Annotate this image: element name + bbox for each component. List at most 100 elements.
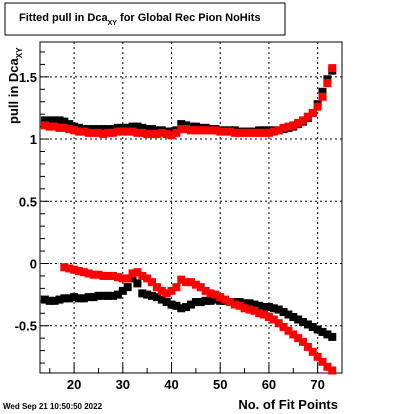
data-point — [323, 79, 332, 88]
data-point — [74, 127, 83, 136]
data-point — [177, 304, 186, 313]
data-point — [274, 305, 283, 314]
x-tick-label: 40 — [164, 377, 178, 392]
y-tick-label: 0 — [30, 256, 37, 271]
data-point — [40, 116, 49, 125]
data-point — [55, 295, 64, 304]
data-point — [123, 127, 132, 136]
data-point — [109, 128, 118, 137]
y-tick-labels: -0.5 0 0.5 1 1.5 — [15, 70, 37, 334]
data-point — [94, 128, 103, 137]
x-tick-labels: 20 30 40 50 60 70 — [67, 377, 325, 392]
data-point — [133, 128, 142, 137]
data-point — [201, 286, 210, 295]
plot-frame — [39, 41, 343, 374]
data-point — [308, 347, 317, 356]
data-point — [328, 366, 337, 375]
data-point — [60, 263, 69, 272]
x-axis-label: No. of Fit Points — [238, 397, 338, 412]
data-point — [260, 128, 269, 137]
data-point — [313, 352, 322, 361]
series-3 — [60, 263, 337, 375]
data-point — [303, 320, 312, 329]
data-point — [269, 315, 278, 324]
data-point — [55, 116, 64, 125]
y-tick-label: 0.5 — [19, 194, 37, 209]
data-point — [245, 305, 254, 314]
data-point — [45, 116, 54, 125]
data-point — [74, 266, 83, 275]
data-point — [274, 126, 283, 135]
data-point — [284, 326, 293, 335]
data-point — [279, 123, 288, 132]
data-point — [255, 301, 264, 310]
data-point — [118, 127, 127, 136]
timestamp-label: Wed Sep 21 10:50:50 2022 — [3, 402, 103, 411]
data-point — [264, 303, 273, 312]
data-point — [99, 125, 108, 134]
data-point — [260, 310, 269, 319]
data-point — [187, 278, 195, 287]
data-point — [143, 130, 152, 139]
data-point — [240, 128, 249, 137]
data-point — [177, 275, 186, 284]
data-point — [152, 293, 161, 302]
data-points — [40, 64, 337, 375]
data-point — [70, 293, 79, 302]
data-point — [109, 271, 118, 280]
data-point — [211, 290, 220, 299]
data-point — [113, 127, 122, 136]
data-point — [269, 127, 278, 136]
data-point — [323, 330, 332, 339]
title-frame — [4, 2, 286, 36]
data-point — [128, 122, 137, 131]
data-point — [148, 130, 157, 139]
data-point — [123, 274, 132, 283]
data-point — [65, 125, 74, 134]
data-point — [211, 126, 220, 135]
data-point — [70, 265, 79, 274]
data-point — [225, 298, 234, 307]
data-point — [318, 357, 327, 366]
data-point — [303, 342, 312, 351]
data-point — [308, 108, 317, 117]
data-point — [264, 128, 273, 137]
data-point — [182, 278, 191, 287]
data-point — [55, 123, 64, 132]
data-point — [162, 298, 171, 307]
data-point — [172, 301, 181, 310]
data-point — [250, 300, 259, 309]
data-point — [79, 127, 88, 136]
data-point — [79, 294, 88, 303]
data-point — [299, 317, 308, 326]
data-point — [162, 130, 171, 139]
x-tick-label: 60 — [262, 377, 276, 392]
data-point — [196, 283, 205, 292]
data-point — [138, 128, 147, 137]
data-point — [79, 268, 88, 277]
data-point — [225, 127, 234, 136]
data-point — [172, 128, 181, 137]
data-point — [313, 325, 322, 334]
data-point — [40, 121, 49, 130]
data-point — [84, 128, 93, 137]
data-point — [196, 298, 205, 307]
data-point — [187, 126, 195, 135]
data-point — [128, 269, 137, 278]
data-point — [89, 270, 98, 279]
data-point — [60, 294, 69, 303]
data-point — [65, 120, 74, 129]
data-point — [299, 116, 308, 125]
data-point — [206, 126, 215, 135]
data-point — [148, 291, 157, 300]
data-point — [235, 301, 244, 310]
data-point — [104, 271, 113, 280]
data-point — [318, 92, 327, 101]
data-point — [70, 126, 79, 135]
data-point — [45, 122, 54, 131]
data-point — [50, 116, 59, 125]
data-point — [221, 295, 230, 304]
y-tick-label: 1.5 — [19, 70, 37, 85]
y-tick-label: -0.5 — [15, 319, 37, 334]
